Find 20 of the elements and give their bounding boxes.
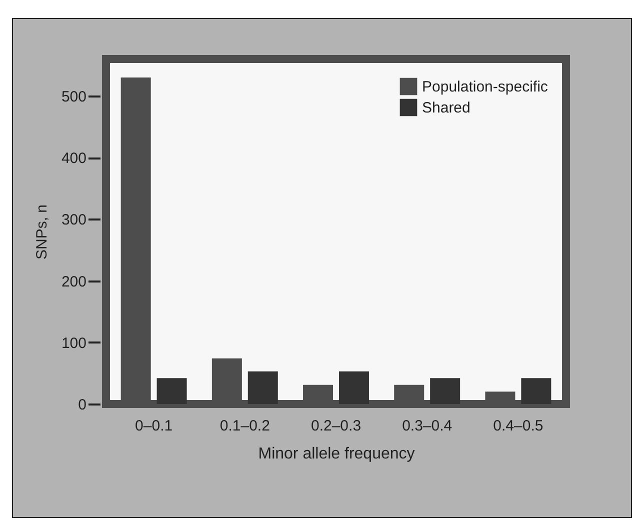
x-axis-title: Minor allele frequency (258, 446, 415, 462)
x-tick-label: 0.1–0.2 (220, 418, 270, 434)
y-tick-label: 200 (61, 273, 86, 290)
bar (521, 378, 552, 404)
x-tick-label: 0.3–0.4 (402, 418, 452, 434)
y-axis-title: SNPs, n (33, 204, 50, 260)
y-tick-label: 100 (61, 334, 86, 352)
x-tick-label: 0–0.1 (135, 418, 173, 434)
y-tick-label: 400 (61, 150, 86, 168)
bar (156, 378, 187, 404)
bar (248, 371, 278, 404)
y-tick-label: 300 (61, 212, 86, 229)
x-tick-label: 0.4–0.5 (493, 418, 544, 434)
y-tick-label: 500 (61, 88, 86, 106)
y-tick-label: 0 (78, 396, 86, 414)
bar (430, 378, 460, 404)
legend-label: Population-specific (422, 78, 548, 96)
legend-label: Shared (422, 100, 470, 116)
bar (338, 371, 369, 404)
x-tick-label: 0.2–0.3 (310, 418, 362, 434)
